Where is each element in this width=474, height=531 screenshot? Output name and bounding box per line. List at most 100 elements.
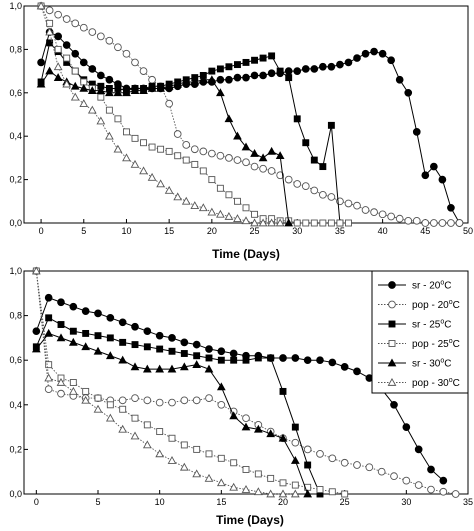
data-point xyxy=(439,487,448,496)
data-point xyxy=(216,184,224,192)
data-point xyxy=(32,327,41,336)
data-point xyxy=(180,396,189,405)
data-point xyxy=(156,179,165,188)
data-point xyxy=(155,331,164,340)
data-point xyxy=(71,67,79,75)
data-point xyxy=(44,328,54,337)
data-point xyxy=(53,73,63,81)
bottom-x-ticks: 0 5 10 15 20 25 30 35 xyxy=(34,490,473,507)
x-tick-label: 35 xyxy=(335,226,345,236)
data-point xyxy=(241,142,251,151)
data-point xyxy=(181,77,191,86)
data-point xyxy=(378,49,387,58)
data-point xyxy=(131,134,139,142)
data-point xyxy=(139,166,148,175)
data-point xyxy=(168,347,176,355)
data-point xyxy=(319,219,327,227)
data-point xyxy=(250,149,259,157)
data-point xyxy=(254,470,262,478)
top-y-ticks: 0,0 0,2 0,4 0,6 0,8 1,0 xyxy=(9,1,28,228)
data-point xyxy=(54,10,63,19)
data-point xyxy=(447,203,455,212)
y-tick-label: 0,0 xyxy=(9,218,22,228)
data-point xyxy=(267,218,276,227)
data-point xyxy=(230,459,238,467)
data-point xyxy=(327,62,336,71)
data-point xyxy=(290,489,300,498)
data-point xyxy=(378,210,387,219)
data-point xyxy=(180,338,189,347)
data-point xyxy=(79,23,88,32)
data-point xyxy=(234,197,241,205)
data-point xyxy=(174,152,182,160)
data-point xyxy=(217,356,225,364)
data-point xyxy=(182,141,191,149)
data-point xyxy=(241,216,251,225)
data-point xyxy=(224,114,234,123)
data-point xyxy=(143,327,152,336)
data-point xyxy=(310,156,318,164)
data-point xyxy=(353,201,361,210)
data-point xyxy=(340,363,349,371)
data-point xyxy=(119,405,127,413)
data-point xyxy=(96,71,105,80)
data-point xyxy=(345,219,352,227)
data-point xyxy=(316,356,324,365)
data-point xyxy=(268,52,276,60)
data-point xyxy=(278,433,288,442)
data-point xyxy=(279,387,287,395)
data-point xyxy=(230,356,238,364)
data-point xyxy=(204,473,214,482)
legend-entry: pop - 25oC xyxy=(378,338,460,350)
data-point xyxy=(353,54,361,62)
data-point xyxy=(155,449,165,458)
data-point xyxy=(414,481,423,489)
data-point xyxy=(192,360,202,368)
data-point xyxy=(310,186,319,195)
data-point xyxy=(190,201,200,209)
x-tick-label: 45 xyxy=(420,226,430,236)
data-point xyxy=(179,362,189,371)
data-point xyxy=(341,490,349,498)
data-point xyxy=(167,364,177,373)
data-point xyxy=(387,212,396,221)
data-point xyxy=(328,488,336,496)
data-point xyxy=(301,65,310,73)
top-series xyxy=(36,1,464,227)
data-point xyxy=(96,86,106,94)
data-point xyxy=(377,467,386,476)
data-point xyxy=(79,83,89,92)
data-point xyxy=(241,485,251,493)
data-point xyxy=(131,322,139,331)
x-tick-label: 20 xyxy=(278,497,288,507)
data-point xyxy=(54,32,63,41)
data-point xyxy=(190,77,200,86)
legend-marker xyxy=(387,358,397,367)
data-point xyxy=(164,81,174,90)
y-tick-label: 1,0 xyxy=(9,266,22,276)
data-point xyxy=(303,445,312,454)
data-point xyxy=(79,99,89,107)
legend-label: pop - 20oC xyxy=(412,299,460,311)
legend-label: pop - 30oC xyxy=(412,377,460,389)
data-point xyxy=(233,73,242,82)
data-point xyxy=(56,333,66,342)
data-point xyxy=(267,69,276,78)
data-point xyxy=(173,130,182,138)
x-tick-label: 30 xyxy=(292,226,302,236)
data-point xyxy=(395,214,404,223)
data-point xyxy=(303,489,313,498)
data-point xyxy=(113,88,123,97)
data-point xyxy=(118,396,127,405)
data-point xyxy=(62,79,72,88)
bottom-panel: 0 5 10 15 20 25 30 35 0,0 0,2 0,4 0,6 0,8 1,0 Time (… xyxy=(9,266,473,527)
legend-label: sr - 30oC xyxy=(412,358,451,370)
data-point xyxy=(242,58,250,66)
data-point xyxy=(105,106,113,114)
data-point xyxy=(259,71,267,80)
data-point xyxy=(81,307,90,315)
data-point xyxy=(190,145,199,154)
data-point xyxy=(259,54,267,62)
data-point xyxy=(278,489,288,498)
